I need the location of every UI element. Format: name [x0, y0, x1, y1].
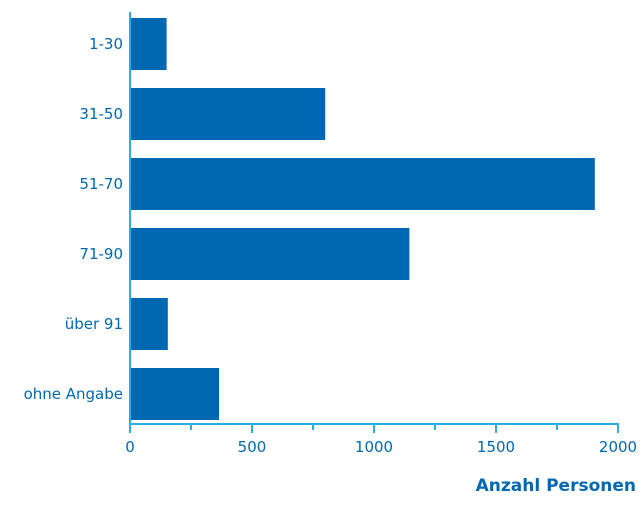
category-label-0: 1-30	[89, 35, 123, 53]
bar-3	[130, 228, 410, 280]
category-label-1: 31-50	[79, 105, 123, 123]
bar-1	[130, 88, 326, 140]
bar-5	[130, 368, 220, 420]
category-label-2: 51-70	[79, 175, 123, 193]
category-label-3: 71-90	[79, 245, 123, 263]
bars-group	[130, 18, 595, 420]
x-tick-label-1: 500	[238, 438, 267, 456]
category-labels: 1-30 31-50 51-70 71-90 über 91 ohne Angabe	[24, 35, 123, 403]
x-tick-label-0: 0	[125, 438, 135, 456]
bar-0	[130, 18, 167, 70]
category-label-5: ohne Angabe	[24, 385, 123, 403]
bar-4	[130, 298, 168, 350]
x-tick-label-2: 1000	[355, 438, 393, 456]
x-tick-label-3: 1500	[477, 438, 515, 456]
x-tick-label-4: 2000	[599, 438, 637, 456]
x-axis-title: Anzahl Personen	[476, 476, 636, 496]
x-ticks-group: 0 500 1000 1500 2000	[125, 424, 637, 456]
bar-2	[130, 158, 595, 210]
category-label-4: über 91	[65, 315, 123, 333]
